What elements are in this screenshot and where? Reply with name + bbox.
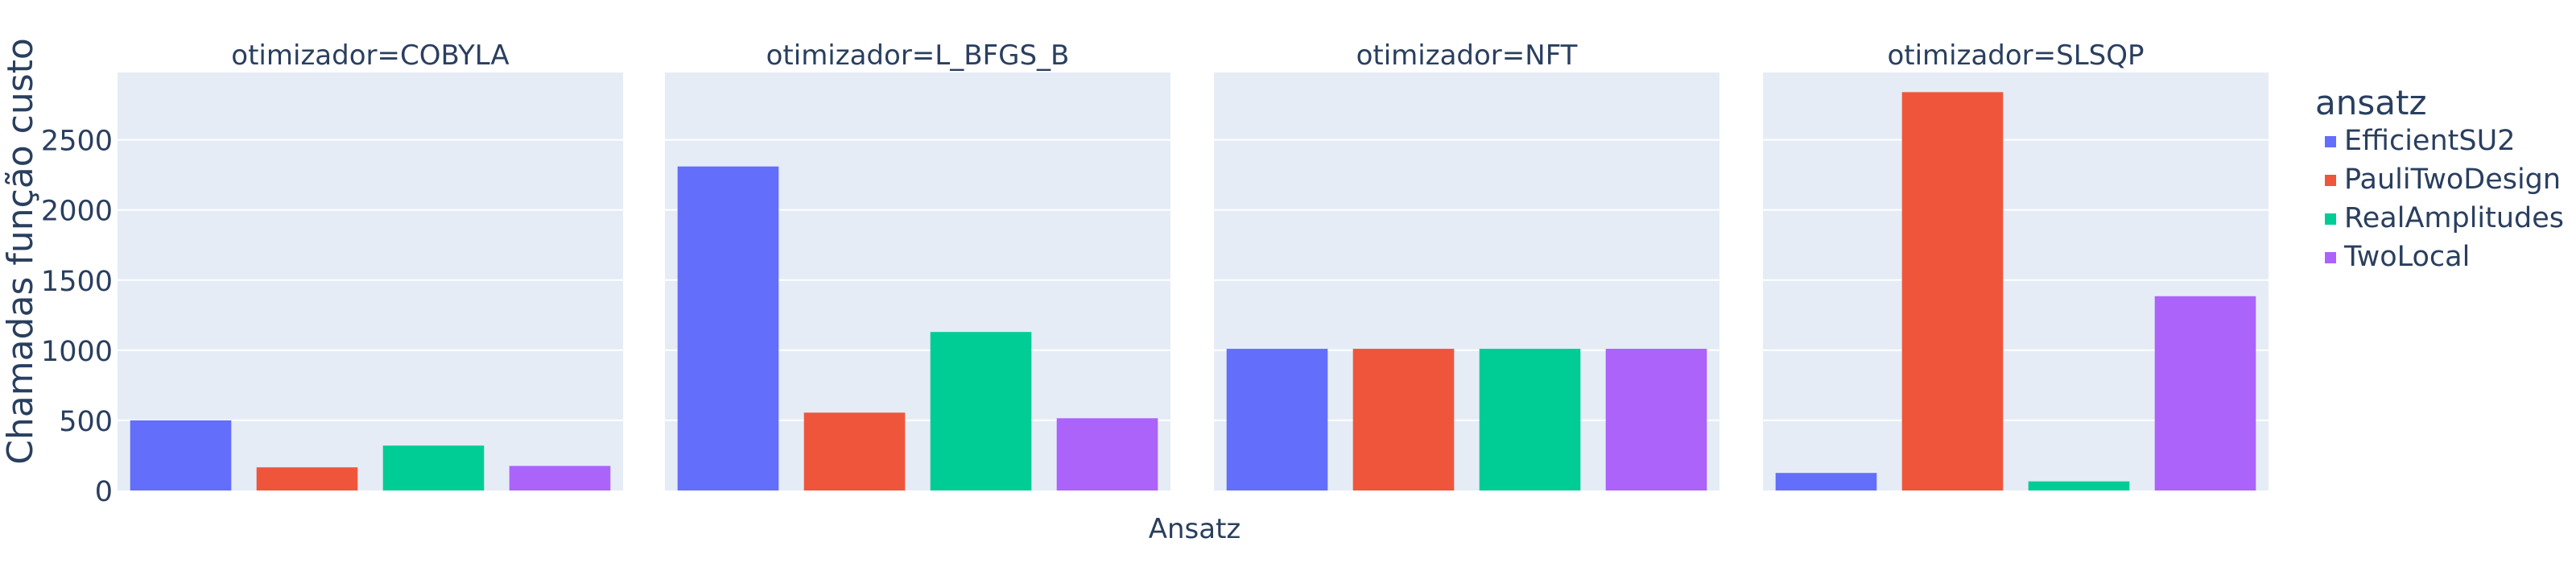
legend-swatch [2325,213,2336,225]
legend-item[interactable]: EfficientSU2 [2325,125,2515,157]
x-axis-title: Ansatz [1149,513,1241,545]
bar [2028,481,2130,490]
bar [1901,92,2004,490]
facet-panel: otimizador=SLSQP [1763,39,2268,490]
bar [509,466,611,490]
legend-title: ansatz [2315,83,2427,122]
facet-panel: otimizador=COBYLA [118,39,623,490]
bar [1352,349,1455,490]
y-tick-label: 500 [59,406,113,438]
legend-label: TwoLocal [2343,241,2470,273]
facet-panels: otimizador=COBYLA otimizador=L_BFGS_B otim… [118,39,2268,490]
bar [1226,349,1328,490]
bar [1479,349,1581,490]
facet-title: otimizador=COBYLA [231,39,509,72]
y-tick-label: 2000 [41,196,113,228]
legend-swatch [2325,175,2336,186]
legend-label: EfficientSU2 [2344,125,2515,157]
facet-title: otimizador=NFT [1356,39,1578,72]
bar [2154,296,2256,490]
bar [930,332,1032,490]
facet-title: otimizador=SLSQP [1887,39,2144,72]
legend-swatch [2325,252,2336,263]
legend-item[interactable]: PauliTwoDesign [2325,163,2561,196]
legend-label: RealAmplitudes [2344,202,2564,234]
facet-panel: otimizador=L_BFGS_B [665,39,1170,490]
bar [803,412,906,490]
y-axis: 0 500 1000 1500 2000 2500 [41,126,113,508]
facet-title: otimizador=L_BFGS_B [766,39,1070,72]
bar [256,467,358,490]
legend-items: EfficientSU2 PauliTwoDesign RealAmplitudes… [2325,125,2564,273]
legend-label: PauliTwoDesign [2344,163,2561,196]
bar [1775,473,1877,490]
legend: ansatz EfficientSU2 PauliTwoDesign RealAmp… [2315,83,2564,273]
legend-item[interactable]: TwoLocal [2325,241,2470,273]
y-tick-label: 1000 [41,336,113,368]
legend-item[interactable]: RealAmplitudes [2325,202,2564,234]
legend-swatch [2325,136,2336,147]
bar [1056,418,1158,490]
bar [1605,349,1707,490]
bar [130,420,232,490]
y-tick-label: 0 [95,476,113,508]
facet-panel: otimizador=NFT [1214,39,1719,490]
y-axis-title: Chamadas função custo [0,38,41,465]
bar [382,445,485,490]
bar [677,166,779,490]
y-tick-label: 2500 [41,126,113,158]
y-tick-label: 1500 [41,266,113,298]
